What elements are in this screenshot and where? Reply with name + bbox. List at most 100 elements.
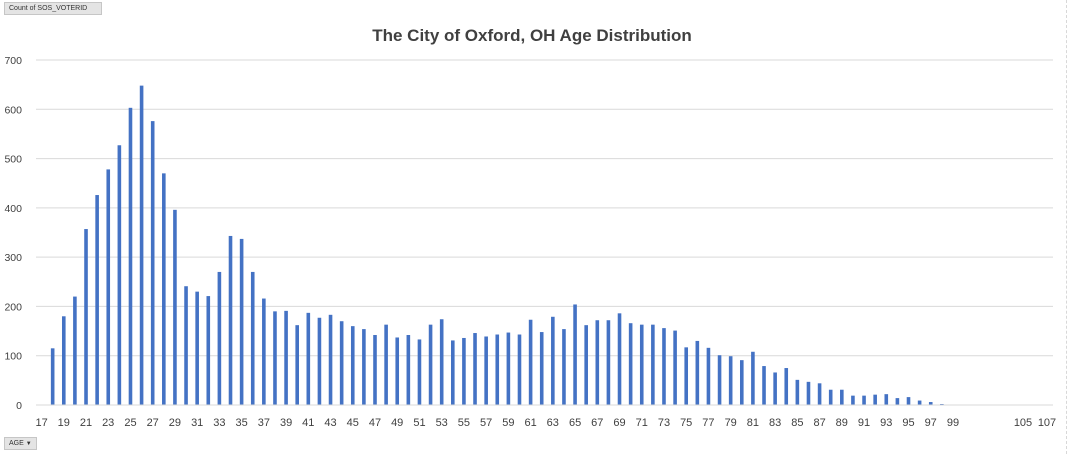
bar-age-28 bbox=[162, 173, 166, 405]
x-tick-label: 67 bbox=[591, 417, 603, 429]
bar-age-25 bbox=[128, 107, 133, 405]
bar-age-45 bbox=[350, 326, 355, 405]
bar-age-89 bbox=[840, 389, 844, 405]
x-tick-label: 47 bbox=[369, 417, 381, 429]
bar-age-61 bbox=[528, 319, 533, 405]
x-tick-label: 25 bbox=[124, 417, 136, 429]
x-tick-label: 105 bbox=[1014, 417, 1032, 429]
axis-field-label: AGE bbox=[9, 440, 24, 447]
bar-age-47 bbox=[373, 335, 377, 405]
bar-age-42 bbox=[317, 317, 322, 405]
x-tick-label: 37 bbox=[258, 417, 270, 429]
bar-age-96 bbox=[917, 400, 922, 405]
bar-age-51 bbox=[417, 339, 422, 405]
bar-age-46 bbox=[362, 329, 366, 405]
bar-age-74 bbox=[673, 330, 677, 405]
x-tick-label: 91 bbox=[858, 417, 870, 429]
bar-age-77 bbox=[706, 347, 711, 405]
bar-age-36 bbox=[250, 271, 255, 405]
bar-age-34 bbox=[228, 235, 233, 405]
bar-age-85 bbox=[795, 379, 800, 405]
bar-age-88 bbox=[828, 389, 833, 405]
x-tick-label: 43 bbox=[324, 417, 336, 429]
bar-age-93 bbox=[884, 394, 889, 405]
bar-age-78 bbox=[717, 355, 722, 405]
values-field-button[interactable]: Count of SOS_VOTERID bbox=[4, 2, 102, 15]
bar-age-94 bbox=[895, 398, 900, 405]
bar-age-70 bbox=[628, 323, 633, 405]
x-tick-label: 27 bbox=[147, 417, 159, 429]
x-tick-label: 17 bbox=[35, 417, 47, 429]
x-tick-label: 35 bbox=[235, 417, 247, 429]
bar-age-31 bbox=[195, 291, 199, 405]
x-tick-label: 69 bbox=[613, 417, 625, 429]
y-tick-label: 700 bbox=[4, 55, 22, 67]
bar-age-92 bbox=[873, 394, 877, 405]
triangle-down-icon[interactable]: ▼ bbox=[25, 441, 32, 447]
x-tick-label: 41 bbox=[302, 417, 314, 429]
y-axis: 0 100 200 300 400 500 600 700 bbox=[4, 55, 22, 412]
bar-age-63 bbox=[551, 316, 555, 405]
bar-age-53 bbox=[439, 319, 444, 405]
y-tick-label: 500 bbox=[4, 154, 22, 166]
y-tick-label: 200 bbox=[4, 301, 22, 313]
bar-age-65 bbox=[573, 304, 577, 405]
bar-age-18 bbox=[50, 348, 55, 405]
x-tick-label: 79 bbox=[725, 417, 737, 429]
x-tick-label: 53 bbox=[436, 417, 448, 429]
bars bbox=[50, 85, 944, 406]
x-tick-label: 95 bbox=[902, 417, 914, 429]
y-tick-label: 100 bbox=[4, 351, 22, 363]
bar-age-60 bbox=[517, 334, 522, 405]
x-tick-label: 51 bbox=[413, 417, 425, 429]
x-tick-label: 33 bbox=[213, 417, 225, 429]
x-tick-label: 61 bbox=[524, 417, 536, 429]
bar-age-97 bbox=[928, 402, 933, 405]
bar-age-84 bbox=[784, 368, 789, 405]
axis-field-button[interactable]: AGE ▼ bbox=[4, 437, 37, 450]
bar-age-87 bbox=[817, 383, 822, 405]
bar-age-35 bbox=[239, 238, 244, 405]
x-tick-label: 75 bbox=[680, 417, 692, 429]
bar-age-69 bbox=[617, 313, 622, 405]
bar-age-83 bbox=[773, 372, 777, 405]
x-tick-label: 31 bbox=[191, 417, 203, 429]
bar-age-68 bbox=[606, 320, 611, 405]
bar-age-49 bbox=[395, 337, 400, 405]
bar-age-64 bbox=[562, 329, 566, 405]
bar-age-21 bbox=[84, 229, 88, 405]
bar-age-59 bbox=[506, 332, 511, 405]
y-tick-label: 300 bbox=[4, 252, 22, 264]
x-tick-label: 97 bbox=[925, 417, 937, 429]
x-tick-label: 63 bbox=[547, 417, 559, 429]
x-tick-label: 87 bbox=[813, 417, 825, 429]
bar-age-40 bbox=[295, 325, 299, 405]
bar-age-55 bbox=[462, 337, 466, 405]
bar-age-57 bbox=[484, 336, 488, 405]
chart-title: The City of Oxford, OH Age Distribution bbox=[372, 26, 692, 45]
y-tick-label: 600 bbox=[4, 104, 22, 116]
x-tick-label: 55 bbox=[458, 417, 470, 429]
bar-age-23 bbox=[106, 169, 111, 405]
x-tick-label: 21 bbox=[80, 417, 92, 429]
x-tick-label: 99 bbox=[947, 417, 959, 429]
x-tick-label: 73 bbox=[658, 417, 670, 429]
bar-age-72 bbox=[651, 324, 655, 405]
bar-age-38 bbox=[273, 311, 277, 405]
bar-age-41 bbox=[306, 312, 311, 405]
bar-age-52 bbox=[428, 324, 433, 405]
bar-age-86 bbox=[806, 381, 811, 405]
bar-age-19 bbox=[61, 316, 66, 405]
bar-age-71 bbox=[639, 324, 644, 405]
y-tick-label: 0 bbox=[16, 400, 22, 412]
bar-age-95 bbox=[906, 397, 911, 405]
bar-age-76 bbox=[695, 340, 700, 405]
x-tick-label: 23 bbox=[102, 417, 114, 429]
bar-age-81 bbox=[751, 351, 755, 405]
bar-age-73 bbox=[662, 328, 666, 405]
bar-age-39 bbox=[284, 310, 288, 405]
x-tick-label: 65 bbox=[569, 417, 581, 429]
bar-age-33 bbox=[217, 271, 222, 405]
x-tick-label: 77 bbox=[702, 417, 714, 429]
